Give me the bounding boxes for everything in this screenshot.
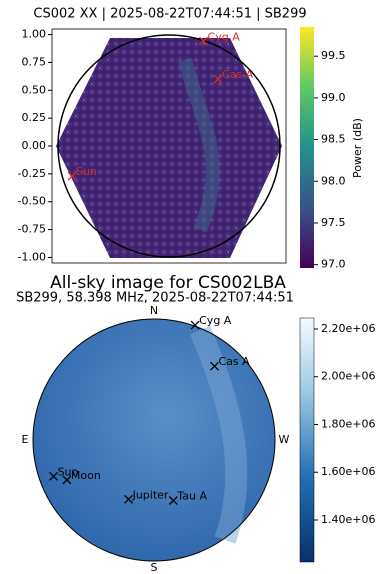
colorbar-tick-label: 98.0 bbox=[321, 174, 346, 187]
horizon bbox=[32, 318, 276, 562]
colorbar-tick-label: 98.5 bbox=[321, 133, 346, 146]
y-tick-label: -0.25 bbox=[18, 167, 46, 180]
source-marker bbox=[210, 361, 219, 371]
colorbar-tick-label: 2.00e+06 bbox=[321, 370, 375, 383]
compass-label: W bbox=[279, 433, 290, 446]
sky-structure bbox=[178, 58, 220, 233]
source-label: Sun bbox=[76, 165, 97, 178]
source-label: Tau A bbox=[176, 490, 207, 503]
source-marker bbox=[190, 320, 200, 330]
colorbar-tick-label: 1.60e+06 bbox=[321, 465, 375, 478]
y-tick-label: 0.75 bbox=[22, 55, 47, 68]
source-label: Jupiter bbox=[132, 488, 169, 501]
y-tick-label: 1.00 bbox=[22, 28, 47, 41]
colorbar-tick-label: 1.40e+06 bbox=[321, 513, 375, 526]
y-tick-label: -0.50 bbox=[18, 195, 46, 208]
chart-subtitle: SB299, 58.398 MHz, 2025-08-22T07:44:51 bbox=[16, 291, 294, 306]
station-grid bbox=[56, 38, 282, 258]
source-label: Cas A bbox=[219, 355, 251, 368]
source-marker bbox=[124, 494, 134, 504]
colorbar-tick-label: 99.0 bbox=[321, 91, 346, 104]
y-tick-label: 0.25 bbox=[22, 111, 47, 124]
source-marker bbox=[67, 171, 77, 181]
source-marker bbox=[199, 36, 209, 46]
compass-label: S bbox=[151, 561, 158, 574]
y-tick-label: 0.00 bbox=[22, 139, 47, 152]
colorbar-tick-label: 97.5 bbox=[321, 216, 346, 229]
colorbar-label: Power (dB) bbox=[351, 118, 364, 178]
chart-title: All-sky image for CS002LBA bbox=[50, 273, 286, 293]
colorbar-tick-label: 97.0 bbox=[321, 258, 346, 271]
source-marker bbox=[213, 74, 223, 84]
source-label: Moon bbox=[71, 469, 101, 482]
compass-label: E bbox=[22, 433, 29, 446]
source-marker bbox=[168, 496, 178, 505]
colorbar bbox=[299, 317, 315, 563]
source-label: Sun bbox=[58, 465, 79, 478]
colorbar bbox=[300, 27, 314, 268]
source-marker bbox=[62, 475, 72, 485]
horizon bbox=[57, 34, 281, 258]
y-tick-label: -1.00 bbox=[18, 250, 46, 263]
sky-structure bbox=[189, 325, 248, 544]
y-tick-label: 0.50 bbox=[22, 83, 47, 96]
colorbar-tick-label: 2.20e+06 bbox=[321, 322, 375, 335]
source-label: Cyg A bbox=[208, 30, 241, 43]
source-marker bbox=[49, 471, 59, 481]
compass-label: N bbox=[150, 304, 158, 317]
colorbar-tick-label: 99.5 bbox=[321, 49, 346, 62]
chart-title: CS002 XX | 2025-08-22T07:44:51 | SB299 bbox=[33, 7, 306, 22]
colorbar-tick-label: 1.80e+06 bbox=[321, 417, 375, 430]
source-label: Cas A bbox=[222, 68, 254, 81]
source-label: Cyg A bbox=[199, 314, 232, 327]
y-tick-label: -0.75 bbox=[18, 223, 46, 236]
